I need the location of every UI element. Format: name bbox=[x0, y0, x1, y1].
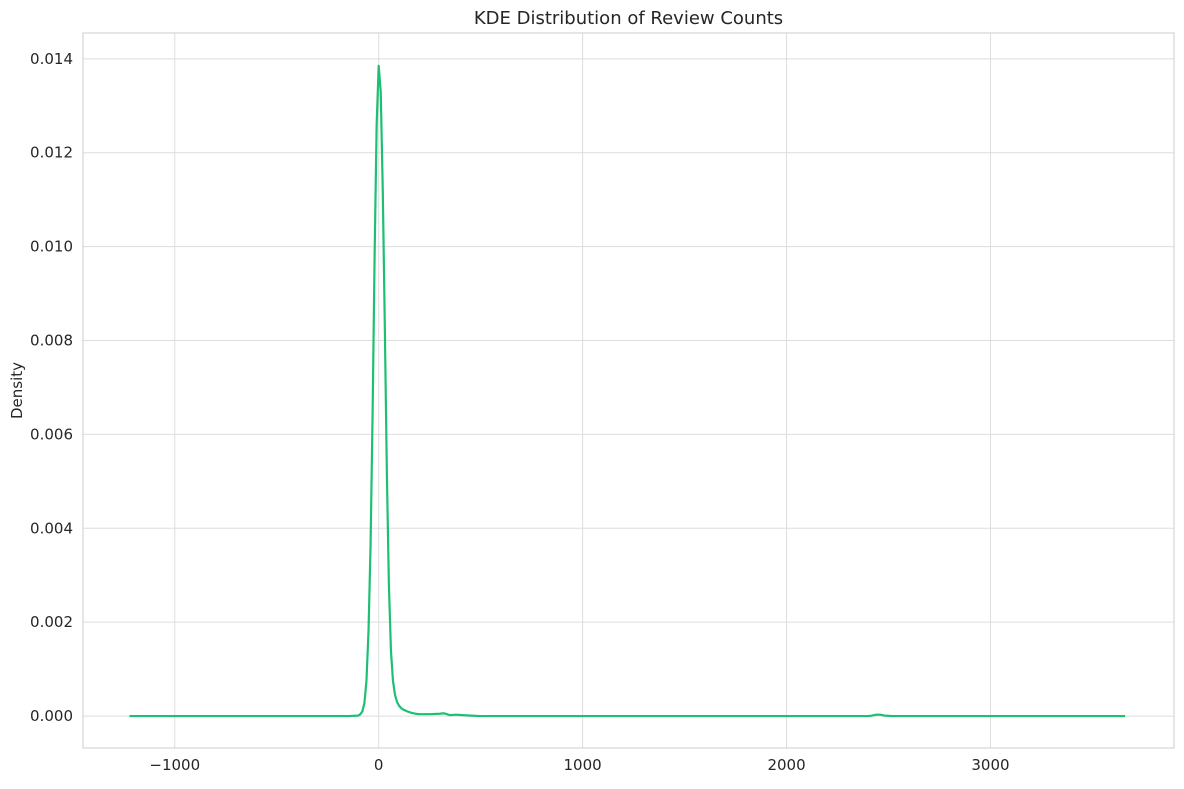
x-tick-label: 2000 bbox=[767, 756, 805, 774]
y-tick-label: 0.008 bbox=[30, 332, 73, 350]
x-tick-label: 1000 bbox=[564, 756, 602, 774]
kde-density-line bbox=[129, 64, 1126, 718]
plot-frame bbox=[82, 32, 1175, 749]
x-tick-label: 0 bbox=[374, 756, 384, 774]
y-axis-ticks: 0.000 0.002 0.004 0.006 0.008 0.010 0.012 0.014 bbox=[30, 50, 73, 725]
y-tick-label: 0.014 bbox=[30, 50, 73, 68]
x-tick-label: 3000 bbox=[971, 756, 1009, 774]
grid bbox=[83, 33, 1174, 748]
y-tick-label: 0.004 bbox=[30, 519, 73, 537]
y-tick-label: 0.002 bbox=[30, 613, 73, 631]
y-tick-label: 0.012 bbox=[30, 144, 73, 162]
x-axis-ticks: −1000 0 1000 2000 3000 bbox=[149, 756, 1009, 774]
x-tick-label: −1000 bbox=[149, 756, 200, 774]
y-tick-label: 0.006 bbox=[30, 425, 73, 443]
chart-title: KDE Distribution of Review Counts bbox=[474, 8, 783, 29]
y-axis-title: Density bbox=[8, 362, 26, 419]
y-tick-label: 0.010 bbox=[30, 238, 73, 256]
y-tick-label: 0.000 bbox=[30, 707, 73, 725]
